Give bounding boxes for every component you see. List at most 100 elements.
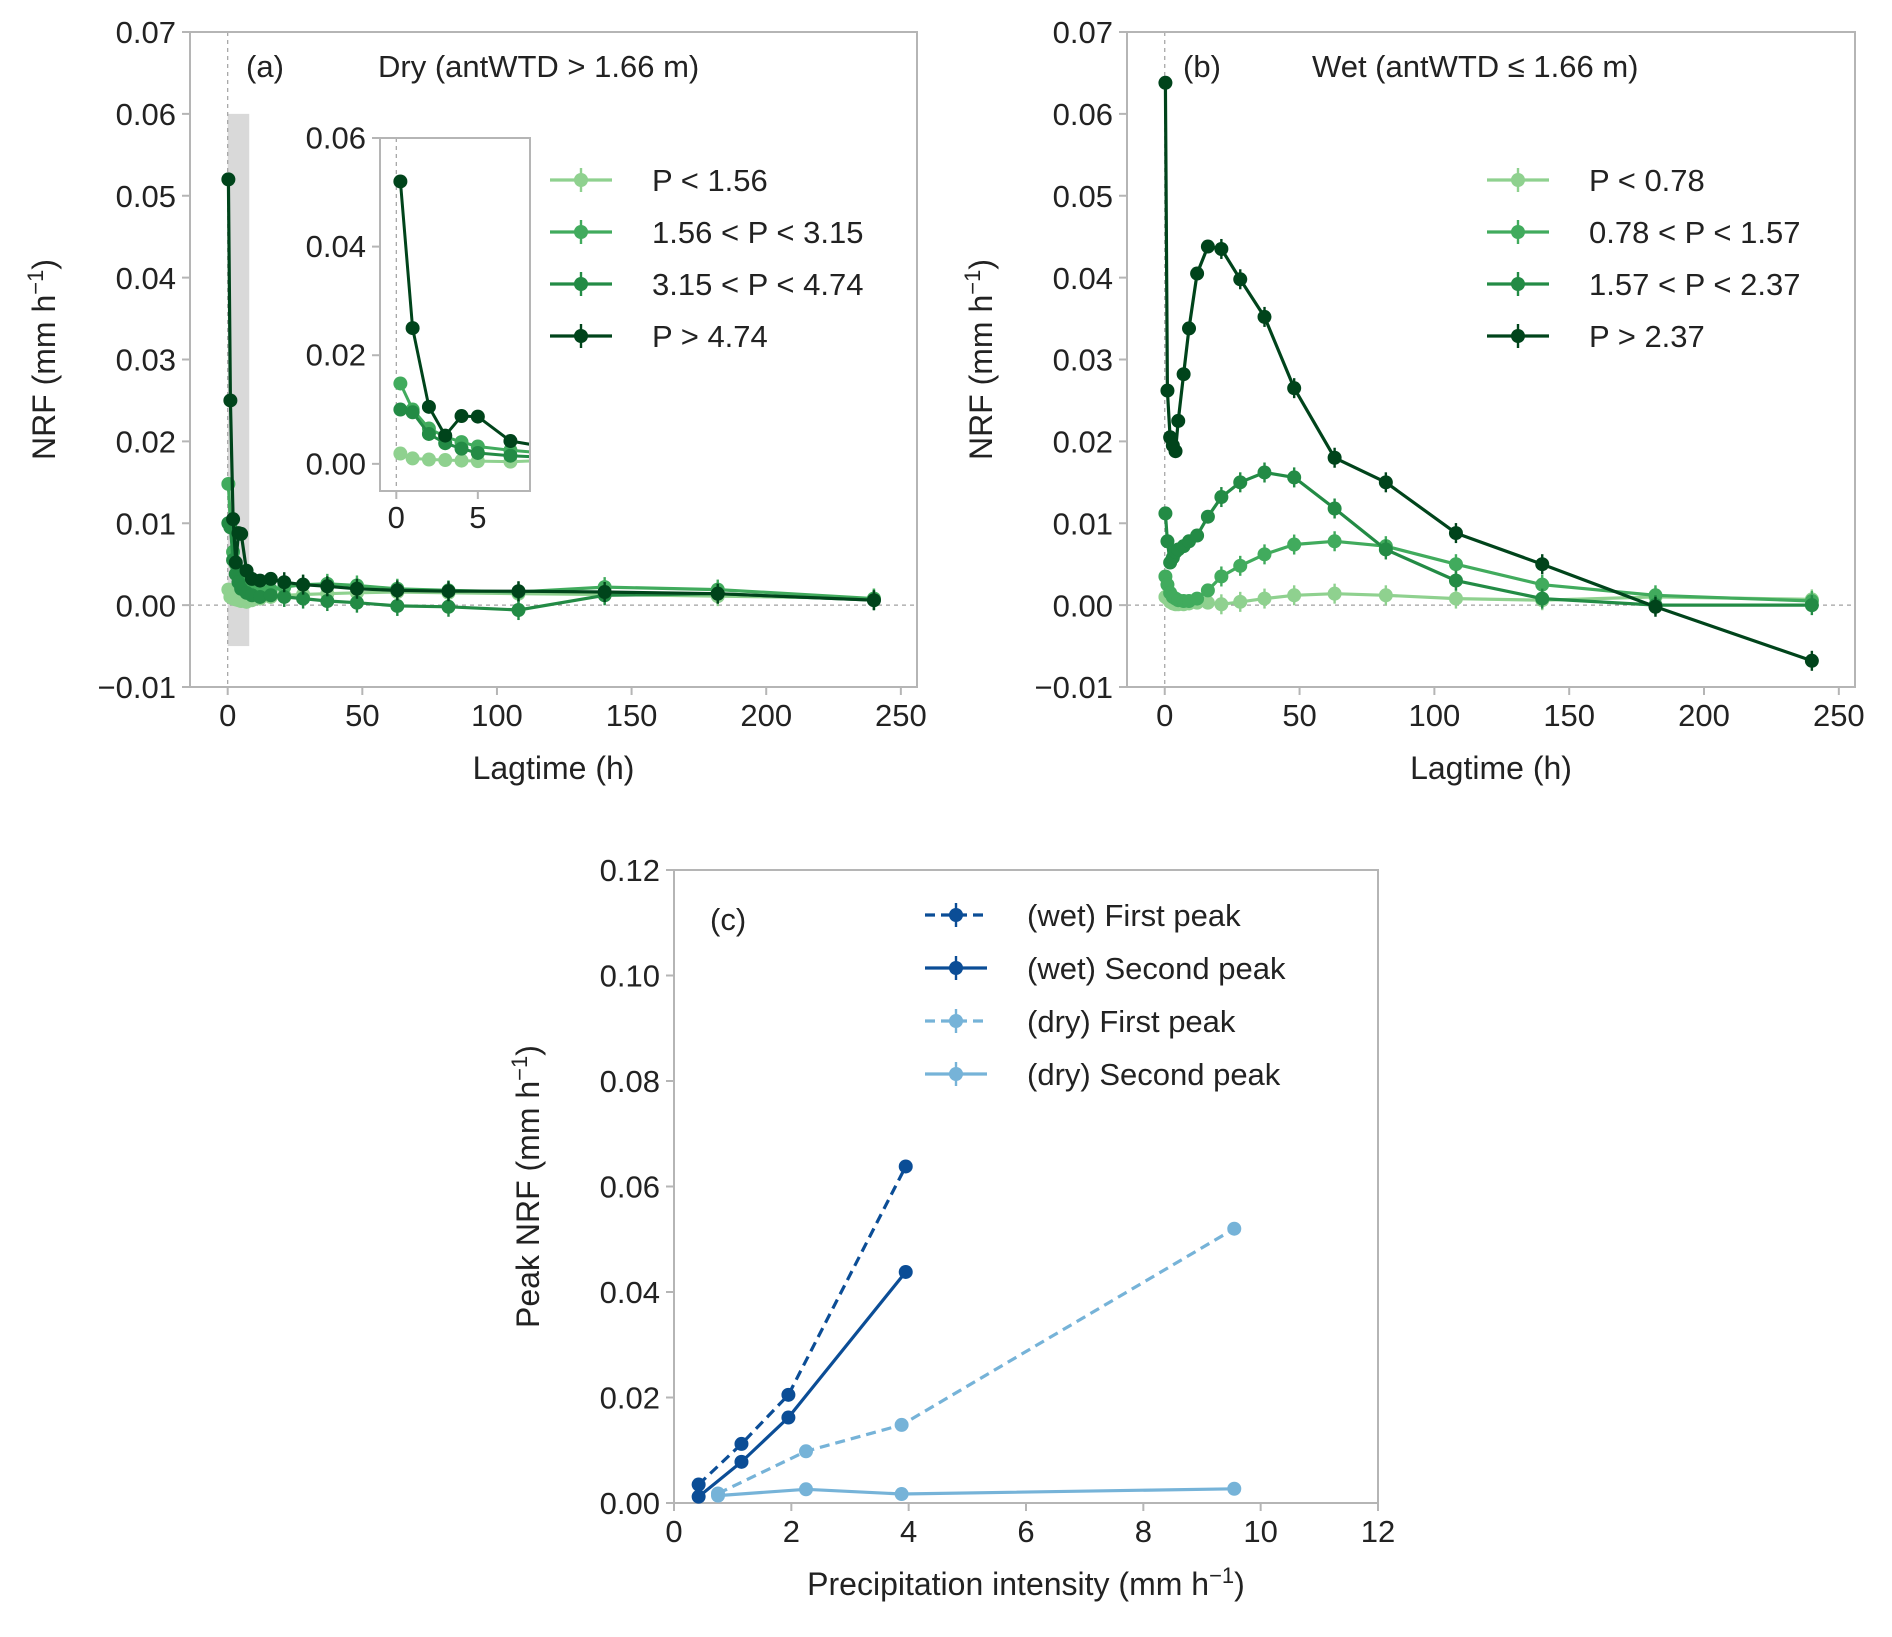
data-point: [405, 451, 420, 466]
legend-marker: [574, 173, 588, 187]
legend-marker: [574, 225, 588, 239]
data-point: [1448, 573, 1463, 588]
y-axis-title-close: ): [26, 259, 62, 270]
data-point: [263, 571, 278, 586]
data-point: [1378, 475, 1393, 490]
y-tick-label: 0.01: [1053, 506, 1113, 541]
data-point: [536, 446, 550, 460]
data-point: [711, 1488, 725, 1503]
x-tick-label: 0: [219, 698, 236, 733]
data-point: [1287, 588, 1302, 603]
data-point: [1233, 594, 1248, 609]
data-point: [441, 584, 456, 599]
data-point: [296, 577, 311, 592]
data-point: [390, 583, 405, 598]
series-(wet) First peak: [691, 1159, 913, 1492]
legend-label: (wet) First peak: [1027, 898, 1241, 933]
data-point: [470, 445, 485, 460]
x-tick-label: 50: [1282, 698, 1316, 733]
data-point: [1227, 1481, 1242, 1496]
data-point: [1648, 599, 1663, 614]
data-point: [1233, 558, 1248, 573]
y-tick-label: 0.06: [116, 97, 176, 132]
data-point: [1535, 591, 1550, 606]
data-point: [799, 1482, 813, 1497]
data-point: [1327, 450, 1342, 465]
data-point: [421, 426, 436, 441]
data-point: [393, 174, 408, 189]
y-tick-label: 0.05: [1053, 179, 1113, 214]
x-axis-title-close: ): [1234, 1566, 1245, 1602]
x-tick-label: 0: [665, 1514, 682, 1549]
data-point: [1287, 537, 1302, 552]
data-point: [470, 409, 485, 424]
data-point: [405, 321, 420, 336]
legend-label: P < 0.78: [1589, 163, 1705, 198]
data-point: [393, 446, 408, 461]
data-point: [263, 588, 278, 603]
inset-plot: 0 5 0.00 0.02 0.04 0.06: [306, 120, 550, 535]
y-tick-label: 0.04: [600, 1275, 660, 1310]
data-point: [894, 1417, 909, 1432]
data-point: [1535, 577, 1550, 592]
data-point: [1200, 595, 1215, 610]
data-point: [277, 575, 292, 590]
data-point: [1448, 591, 1463, 606]
data-point: [1287, 381, 1302, 396]
y-tick-label: 0.08: [600, 1064, 660, 1099]
data-point: [1171, 413, 1186, 428]
data-point: [511, 584, 526, 599]
y-axis-title-text: NRF (mm h: [26, 295, 62, 460]
data-point: [1327, 586, 1342, 601]
data-point: [597, 585, 612, 600]
x-tick-label: 5: [469, 500, 486, 535]
data-point: [799, 1444, 813, 1459]
data-point: [349, 581, 364, 596]
data-point: [734, 1454, 749, 1469]
y-tick-label: 0.02: [306, 338, 366, 373]
y-tick-label: 0.10: [600, 959, 660, 994]
data-point: [781, 1410, 796, 1425]
x-tick-label: 200: [740, 698, 792, 733]
series-3.15 < P < 4.74: [221, 516, 881, 621]
data-point: [503, 434, 518, 449]
y-axis-title-text: Peak NRF (mm h: [510, 1081, 546, 1328]
data-point: [454, 441, 469, 456]
y-tick-label: 0.05: [116, 179, 176, 214]
x-tick-label: 250: [1813, 698, 1865, 733]
legend-marker: [949, 1014, 963, 1028]
legend-label: (dry) First peak: [1027, 1004, 1236, 1039]
data-point: [1327, 501, 1342, 516]
series-3.15 < P < 4.74: [393, 402, 530, 463]
data-point: [1257, 465, 1272, 480]
series-line: [1163, 82, 1813, 663]
data-point: [1214, 490, 1229, 505]
y-tick-label: 0.00: [306, 446, 366, 481]
data-point: [1176, 367, 1191, 382]
data-point: [1287, 470, 1302, 485]
legend-marker: [574, 277, 588, 291]
series-P > 2.37: [1158, 75, 1819, 671]
data-point: [1200, 239, 1215, 254]
data-point: [253, 573, 268, 588]
x-tick-label: 12: [1361, 1514, 1395, 1549]
x-axis-title-text: Lagtime (h): [473, 750, 635, 786]
data-point: [438, 428, 453, 443]
x-tick-label: 250: [875, 698, 927, 733]
y-tick-label: 0.04: [1053, 261, 1113, 296]
y-tick-label: 0.01: [116, 506, 176, 541]
y-axis-title: NRF (mm h−1): [960, 259, 999, 460]
data-point: [1160, 383, 1175, 398]
x-axis-title-text: Precipitation intensity (mm h: [807, 1566, 1209, 1602]
x-tick-label: 200: [1678, 698, 1730, 733]
data-point: [320, 579, 335, 594]
panel-title: Dry (antWTD > 1.66 m): [378, 49, 699, 84]
data-point: [228, 555, 243, 570]
data-point: [1257, 547, 1272, 562]
y-tick-label: −0.01: [98, 670, 176, 705]
legend-marker: [949, 961, 963, 975]
legend: (wet) First peak (wet) Second peak (dry) F…: [925, 898, 1286, 1092]
data-point: [1160, 534, 1175, 549]
data-point: [1327, 534, 1342, 549]
panel-b: 0 50 100 150 200 250 −0.01 0.00 0.01 0.02 0.03 0.04…: [960, 15, 1865, 786]
